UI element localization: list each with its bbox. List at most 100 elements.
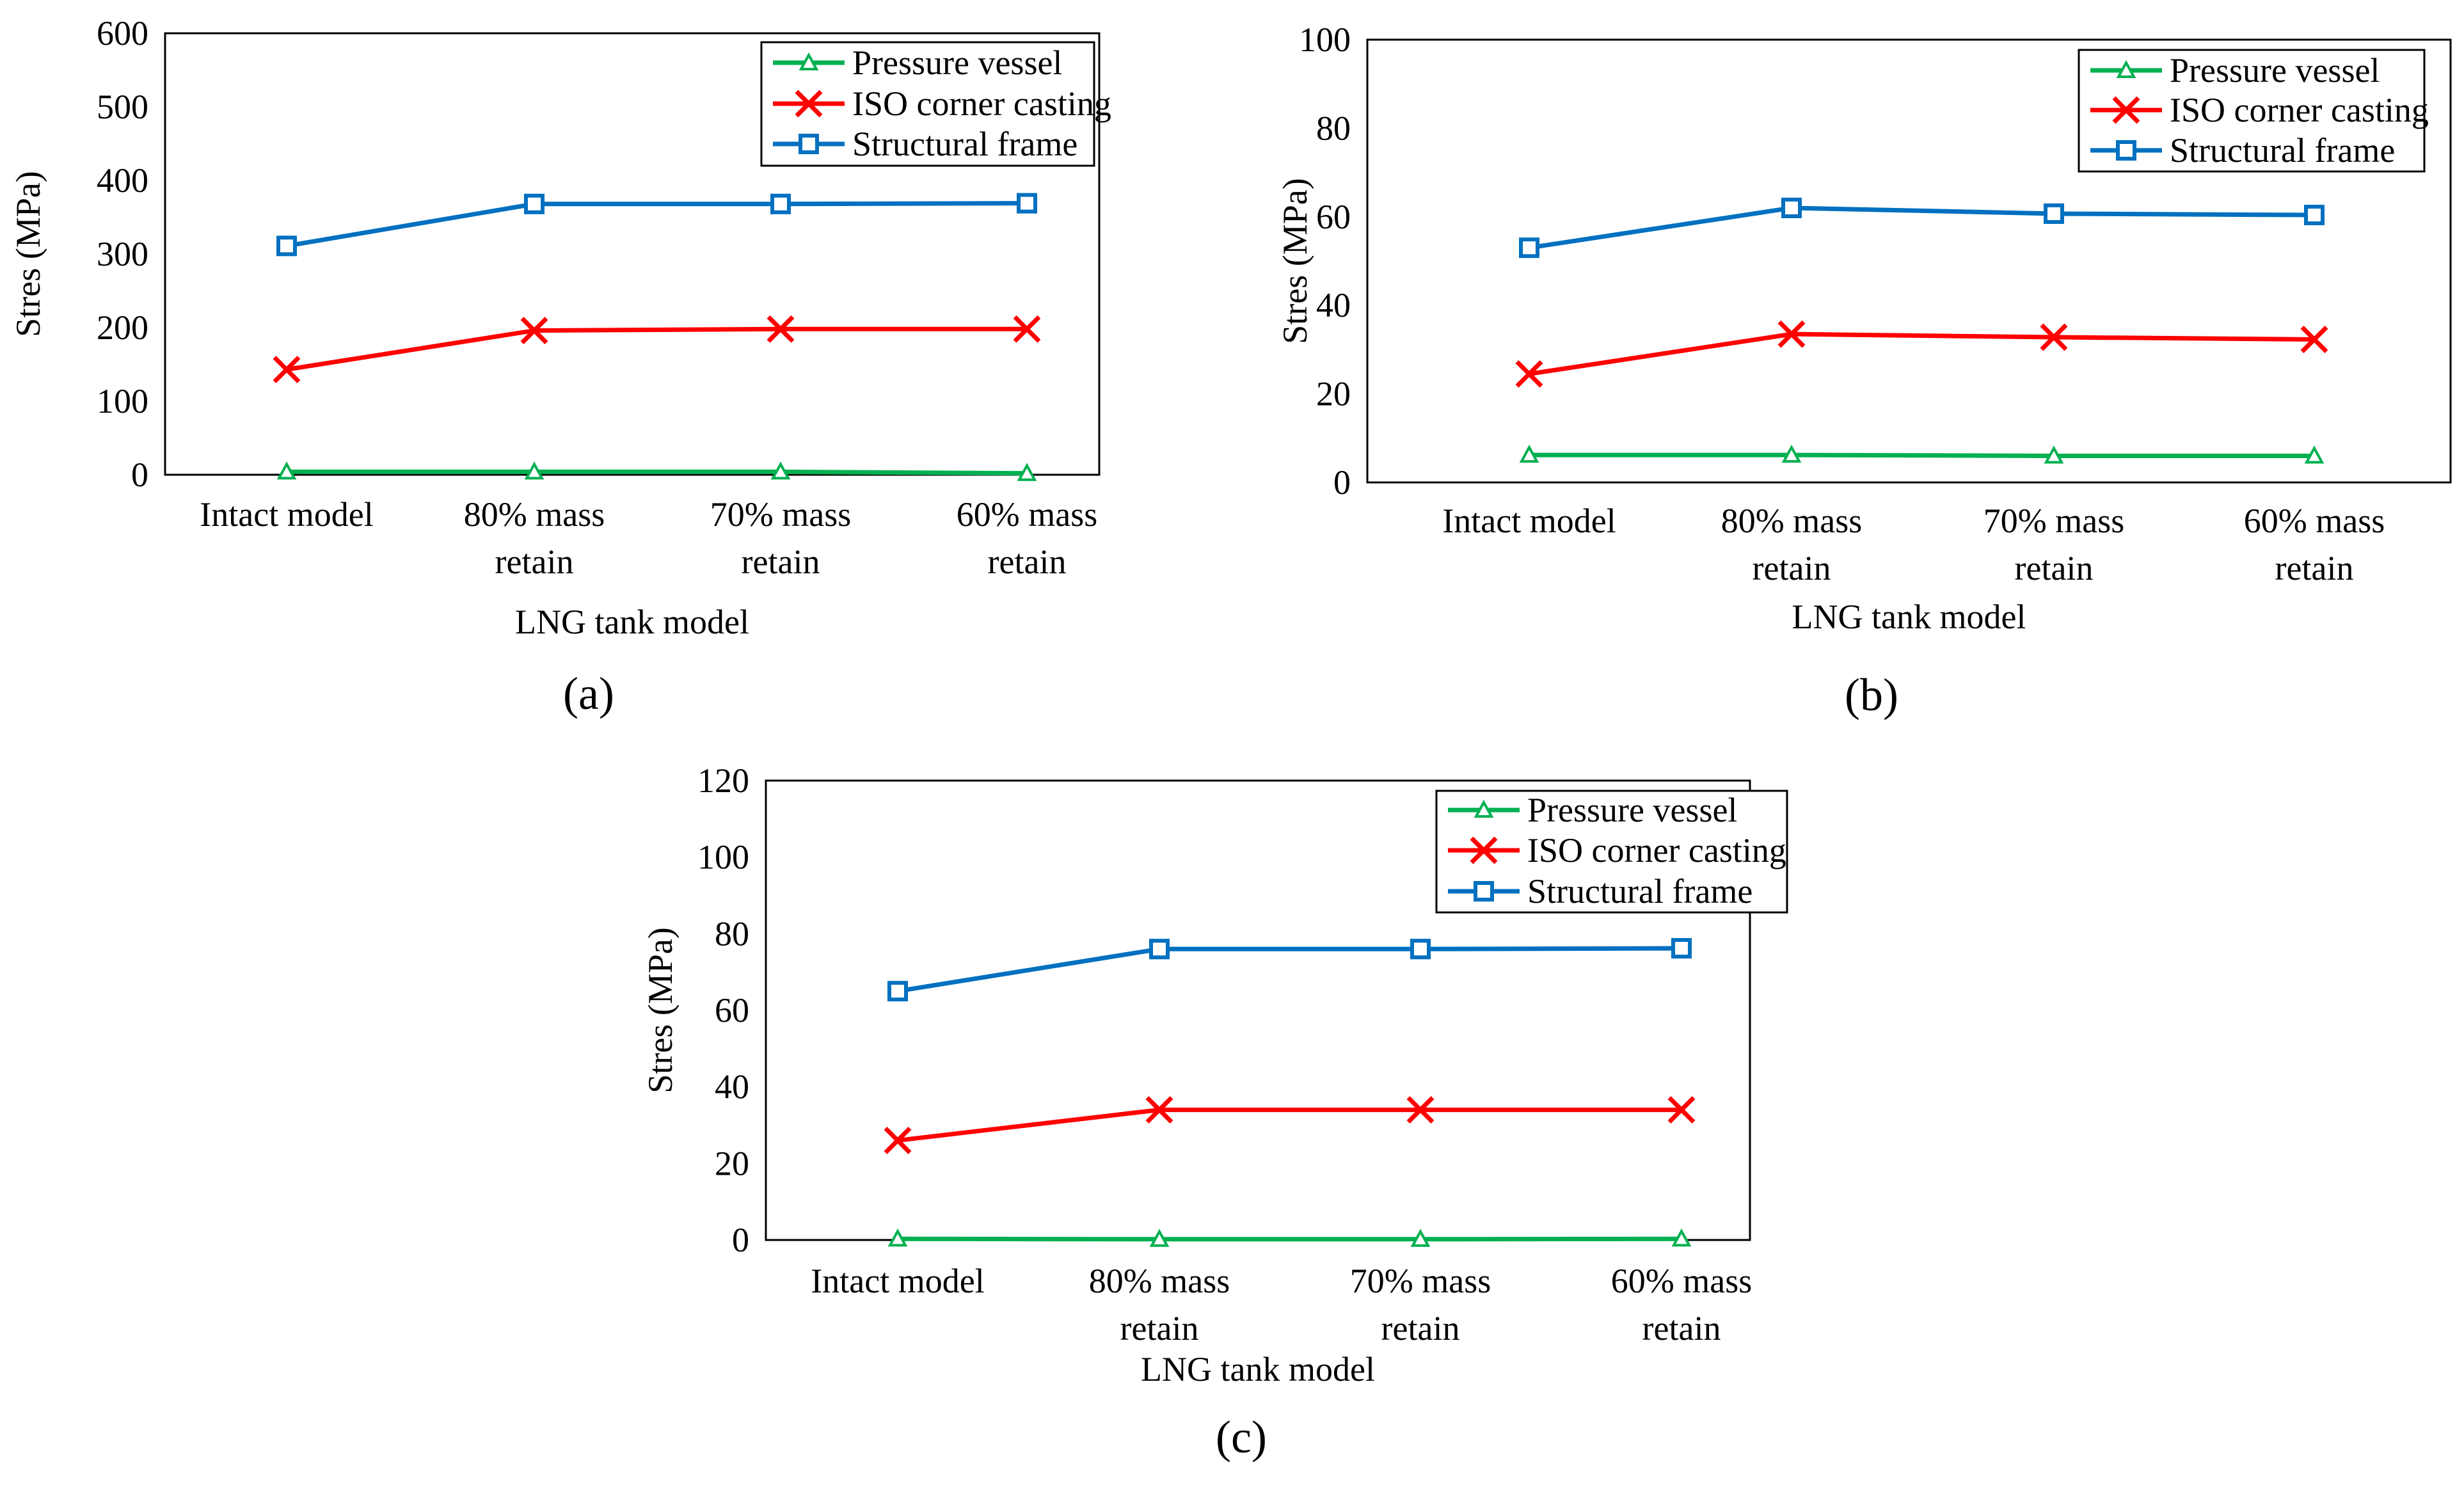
chart-a-series-iso-corner-casting-point-2-stroke-b xyxy=(767,315,795,343)
chart-b-series-pressure-vessel-point-2 xyxy=(2044,445,2064,464)
chart-a-series-iso-corner-casting-point-2 xyxy=(767,315,795,343)
chart-b-series-iso-corner-casting-point-3 xyxy=(2300,326,2328,353)
chart-b-legend-entry-1-marker xyxy=(2112,96,2140,124)
chart-c-x-tick-label-0: Intact model xyxy=(811,1262,984,1300)
chart-b-series-iso-corner-casting-point-2 xyxy=(2040,323,2068,351)
chart-a-series-iso-corner-casting-line xyxy=(286,326,1027,372)
chart-b-x-tick-label-2-line-1: 70% mass xyxy=(1983,502,2124,540)
chart-a-legend-entry-2-label: Structural frame xyxy=(852,125,1077,163)
chart-b-plot-area xyxy=(1366,38,2452,484)
chart-c-y-tick-label-1: 20 xyxy=(715,1144,749,1182)
chart-b-series-pressure-vessel-line xyxy=(1529,452,2314,458)
chart-b-series-structural-frame-line xyxy=(1529,205,2315,250)
chart-a-legend-entry-0: Pressure vessel xyxy=(773,44,1062,82)
chart-a-plot-area xyxy=(164,32,1101,476)
chart-a-y-tick-label-5: 500 xyxy=(97,88,148,126)
chart-a-series-structural-frame-point-0 xyxy=(276,235,297,257)
chart-c-x-tick-label-2-line-1: 70% mass xyxy=(1350,1262,1491,1300)
chart-a-x-tick-label-0: Intact model xyxy=(200,495,373,534)
chart-c-legend-entry-0-marker xyxy=(1474,799,1494,818)
chart-c-series-structural-frame-point-2 xyxy=(1410,939,1431,960)
chart-a-series-iso-corner-casting-point-3-stroke-b xyxy=(1013,315,1041,343)
chart-a-y-tick-label-3: 300 xyxy=(97,235,148,273)
chart-b-legend-entry-2: Structural frame xyxy=(2090,131,2395,170)
chart-a-legend-entry-2: Structural frame xyxy=(773,125,1077,163)
chart-b-x-tick-label-3-line-2: retain xyxy=(2275,549,2354,587)
chart-c-x-tick-label-3-line-1: 60% mass xyxy=(1611,1262,1752,1300)
chart-b-x-tick-label-1-line-1: 80% mass xyxy=(1721,502,1862,540)
chart-a-series-pressure-vessel xyxy=(276,461,1037,481)
chart-a-legend-entry-0-label: Pressure vessel xyxy=(852,44,1062,82)
chart-b-y-axis-label: Stres (MPa) xyxy=(1276,178,1314,344)
chart-a-y-tick-label-6: 600 xyxy=(97,14,148,52)
chart-a-y-tick-label-2: 200 xyxy=(97,308,148,347)
chart-b-legend-entry-1-marker-stroke-b xyxy=(2112,96,2140,124)
chart-b-x-axis-label: LNG tank model xyxy=(1792,598,2026,636)
chart-c-legend-entry-2-marker xyxy=(1474,881,1494,902)
chart-a-series-iso-corner-casting-point-0-stroke-b xyxy=(273,356,301,384)
chart-c-legend-entry-2-label: Structural frame xyxy=(1527,872,1753,910)
chart-b-series-structural-frame-point-3 xyxy=(2304,205,2325,226)
chart-c-series-iso-corner-casting-point-0 xyxy=(884,1126,912,1154)
chart-a-legend-entry-0-marker xyxy=(799,52,819,70)
chart-c-legend-entry-0-label: Pressure vessel xyxy=(1527,791,1737,829)
chart-b-y-tick-label-5: 100 xyxy=(1299,20,1351,59)
chart-a-series-structural-frame xyxy=(276,193,1037,257)
chart-a-series-pressure-vessel-line xyxy=(287,469,1028,476)
chart-c-series-iso-corner-casting-point-1 xyxy=(1145,1096,1173,1124)
chart-b-y-tick-label-0: 0 xyxy=(1333,463,1351,502)
chart-a-series-pressure-vessel-point-2 xyxy=(770,461,791,480)
chart-c-y-tick-label-3: 60 xyxy=(715,991,749,1029)
chart-a-series-structural-frame-point-3 xyxy=(1017,193,1037,214)
chart-c-series-structural-frame xyxy=(887,938,1692,1002)
chart-a-series-structural-frame-point-1 xyxy=(524,193,544,214)
chart-a-x-axis-label: LNG tank model xyxy=(515,603,749,641)
chart-a-x-tick-label-1-line-2: retain xyxy=(495,543,574,581)
chart-a-y-axis-label: Stres (MPa) xyxy=(9,171,47,337)
chart-b-series-pressure-vessel-point-1 xyxy=(1781,444,1802,463)
chart-a-legend-entry-1-marker xyxy=(795,90,823,118)
chart-b-series-iso-corner-casting-line xyxy=(1529,331,2315,376)
chart-b-series-iso-corner-casting-point-1 xyxy=(1777,320,1806,348)
chart-c: 0 20 40 60 80 100 120 Intact model 80% mass retai… xyxy=(641,761,1788,1388)
chart-c-y-tick-label-0: 0 xyxy=(732,1221,749,1259)
chart-b-series-iso-corner-casting-point-0 xyxy=(1515,360,1543,388)
chart-a-x-tick-label-3-line-2: retain xyxy=(988,543,1067,581)
chart-c-series-pressure-vessel xyxy=(887,1228,1692,1247)
chart-a-series-pressure-vessel-point-1 xyxy=(524,461,544,480)
chart-c-y-tick-label-4: 80 xyxy=(715,914,749,953)
chart-c-panel-label: (c) xyxy=(1216,1411,1267,1463)
chart-b-series-structural-frame-point-2 xyxy=(2044,203,2064,224)
chart-c-series-iso-corner-casting-line xyxy=(897,1108,1681,1143)
chart-a-series-pressure-vessel-point-0 xyxy=(276,461,297,480)
chart-c-y-axis-label: Stres (MPa) xyxy=(641,927,680,1093)
chart-c-legend-entry-2: Structural frame xyxy=(1448,872,1753,910)
chart-c-legend-entry-1-marker-stroke-b xyxy=(1470,836,1498,864)
chart-a-series-iso-corner-casting xyxy=(273,315,1041,384)
chart-a-x-tick-label-3-line-1: 60% mass xyxy=(957,495,1097,534)
chart-b-x-tick-label-3-line-1: 60% mass xyxy=(2244,502,2385,540)
chart-c-series-structural-frame-point-3 xyxy=(1671,938,1692,959)
chart-a-legend-entry-1: ISO corner casting xyxy=(773,84,1111,123)
chart-b-series-iso-corner-casting-point-1-stroke-b xyxy=(1777,320,1806,348)
chart-b-legend-entry-1-label: ISO corner casting xyxy=(2170,91,2429,129)
chart-b-legend-entry-2-marker xyxy=(2116,140,2136,161)
chart-c-series-iso-corner-casting-point-3-stroke-b xyxy=(1667,1096,1696,1124)
chart-c-legend-entry-1: ISO corner casting xyxy=(1448,831,1786,870)
chart-b-y-tick-label-4: 80 xyxy=(1316,109,1351,147)
chart-c-y-tick-label-2: 40 xyxy=(715,1068,749,1106)
chart-c-series-iso-corner-casting-point-2 xyxy=(1406,1096,1435,1124)
chart-c-x-tick-label-2-line-2: retain xyxy=(1381,1309,1460,1347)
chart-b-series-pressure-vessel xyxy=(1519,444,2325,464)
chart-c-series-iso-corner-casting-point-2-stroke-b xyxy=(1406,1096,1435,1124)
chart-c-series-structural-frame-point-1 xyxy=(1149,939,1170,960)
chart-b-legend-entry-0-marker xyxy=(2116,60,2136,78)
chart-a-x-tick-label-1-line-1: 80% mass xyxy=(464,495,605,534)
chart-c-legend-entry-0: Pressure vessel xyxy=(1448,791,1737,829)
chart-c-y-tick-label-5: 100 xyxy=(697,838,749,877)
chart-a-y-tick-label-4: 400 xyxy=(97,161,148,200)
